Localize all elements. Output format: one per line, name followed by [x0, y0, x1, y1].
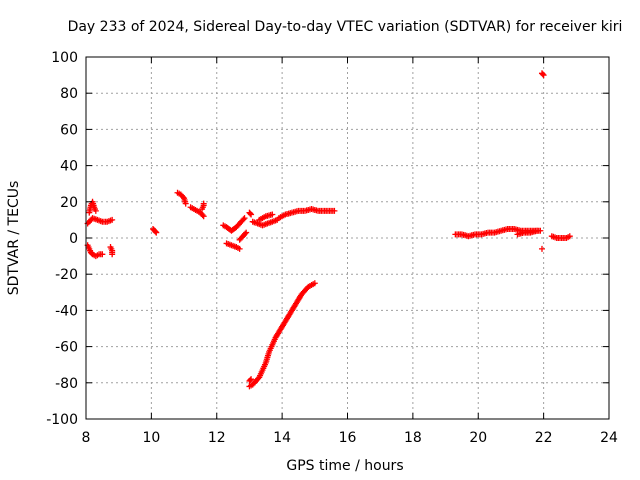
data-point [269, 211, 276, 218]
x-tick-label: 10 [142, 430, 160, 446]
data-point [539, 71, 546, 78]
data-point [200, 213, 207, 220]
x-tick-label: 22 [535, 430, 553, 446]
data-point [240, 216, 247, 223]
data-point [243, 229, 250, 236]
x-tick-label: 12 [208, 430, 226, 446]
data-point [99, 251, 106, 258]
x-tick-label: 20 [469, 430, 487, 446]
y-tick-label: -20 [55, 267, 78, 283]
y-tick-label: 100 [51, 50, 78, 66]
data-point [153, 229, 160, 236]
data-point [311, 280, 318, 287]
data-point [92, 207, 99, 214]
y-tick-label: -40 [55, 303, 78, 319]
data-point [241, 215, 248, 222]
data-point [566, 233, 573, 240]
data-point [200, 200, 207, 207]
y-tick-label: -100 [46, 412, 78, 428]
y-tick-label: -60 [55, 340, 78, 356]
data-point [179, 193, 186, 200]
data-point [538, 245, 545, 252]
x-axis-label: GPS time / hours [286, 458, 403, 474]
data-point [109, 251, 116, 258]
axis-ticks: 8 10 12 14 16 18 20 22 24 -100 -80 -60 -40 -20 0 20 40 60… [46, 50, 618, 446]
x-tick-label: 8 [82, 430, 91, 446]
chart-title: Day 233 of 2024, Sidereal Day-to-day VTE… [68, 19, 623, 35]
y-tick-label: 20 [60, 195, 78, 211]
data-point [199, 212, 206, 219]
data-point [236, 245, 243, 252]
data-point [152, 228, 159, 235]
y-tick-label: 40 [60, 159, 78, 175]
data-point [247, 210, 254, 217]
data-points [84, 70, 573, 390]
y-tick-label: 0 [69, 231, 78, 247]
data-point [247, 377, 254, 384]
data-point [182, 200, 189, 207]
data-point [255, 375, 262, 382]
y-axis-label: SDTVAR / TECUs [6, 181, 22, 296]
y-tick-label: -80 [55, 376, 78, 392]
x-tick-label: 16 [339, 430, 357, 446]
x-tick-label: 14 [273, 430, 291, 446]
grid-lines [86, 57, 609, 419]
data-point [540, 72, 547, 79]
data-point [242, 230, 249, 237]
data-point [534, 227, 541, 234]
y-tick-label: 80 [60, 86, 78, 102]
data-point [248, 211, 255, 218]
x-tick-label: 18 [404, 430, 422, 446]
data-point [248, 376, 255, 383]
data-point [331, 207, 338, 214]
y-tick-label: 60 [60, 122, 78, 138]
data-point [109, 216, 116, 223]
x-tick-label: 24 [600, 430, 618, 446]
